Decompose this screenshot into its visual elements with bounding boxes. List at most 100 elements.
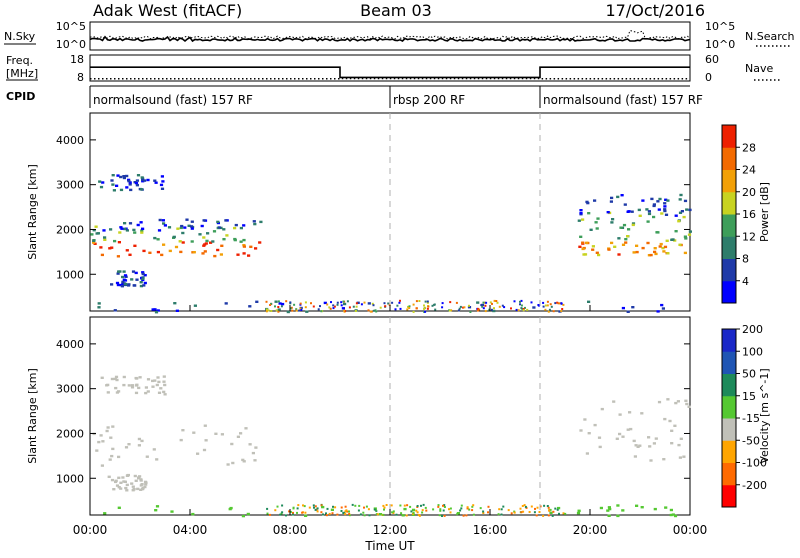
heatmap-cell xyxy=(156,376,159,378)
heatmap-cell xyxy=(341,507,343,509)
heatmap-cell xyxy=(117,270,120,272)
heatmap-cell xyxy=(553,310,555,312)
heatmap-cell xyxy=(465,514,467,516)
heatmap-cell xyxy=(252,452,255,454)
heatmap-cell xyxy=(121,285,124,287)
heatmap-cell xyxy=(157,251,160,253)
heatmap-cell xyxy=(623,224,626,226)
heatmap-cell xyxy=(628,411,631,413)
heatmap-cell xyxy=(220,253,223,255)
heatmap-cell xyxy=(168,226,171,228)
heatmap-cell xyxy=(384,507,386,509)
heatmap-cell xyxy=(543,306,545,308)
heatmap-cell xyxy=(647,436,650,438)
heatmap-cell xyxy=(355,310,357,312)
heatmap-cell xyxy=(153,237,156,239)
heatmap-cell xyxy=(216,249,219,251)
heatmap-cell xyxy=(616,196,619,198)
heatmap-cell xyxy=(115,379,118,381)
heatmap-cell xyxy=(485,310,487,312)
heatmap-cell xyxy=(142,273,145,275)
heatmap-cell xyxy=(476,301,479,303)
heatmap-cell xyxy=(422,509,424,511)
heatmap-cell xyxy=(640,412,643,414)
heatmap-cell xyxy=(386,504,388,506)
heatmap-cell xyxy=(439,508,441,510)
x-tick-label: 08:00 xyxy=(273,523,308,537)
colorbar-swatch xyxy=(722,147,736,170)
heatmap-cell xyxy=(480,507,482,509)
colorbar-swatch xyxy=(722,440,736,463)
heatmap-cell xyxy=(413,311,415,313)
heatmap-cell xyxy=(663,205,666,207)
colorbar-tick-label: 100 xyxy=(742,345,763,358)
heatmap-cell xyxy=(325,512,327,514)
heatmap-cell xyxy=(298,310,300,312)
heatmap-cell xyxy=(488,506,490,508)
heatmap-cell xyxy=(213,255,216,257)
heatmap-cell xyxy=(130,482,133,484)
heatmap-cell xyxy=(153,448,156,450)
heatmap-cell xyxy=(341,510,343,512)
heatmap-cell xyxy=(114,387,117,389)
y-tick-label: 2000 xyxy=(56,427,84,440)
heatmap-cell xyxy=(612,400,615,402)
heatmap-cell xyxy=(579,209,582,211)
colorbar-swatch xyxy=(722,485,736,508)
heatmap-cell xyxy=(313,504,315,506)
heatmap-cell xyxy=(204,425,207,427)
heatmap-cell xyxy=(270,310,272,312)
heatmap-cell xyxy=(341,304,343,306)
heatmap-cell xyxy=(610,197,613,199)
heatmap-cell xyxy=(123,376,126,378)
heatmap-cell xyxy=(112,488,115,490)
heatmap-cell xyxy=(639,215,642,217)
heatmap-cell xyxy=(95,449,98,451)
heatmap-cell xyxy=(225,302,228,304)
heatmap-cell xyxy=(317,507,319,509)
heatmap-cell xyxy=(684,200,687,202)
heatmap-cell xyxy=(621,509,624,511)
heatmap-cell xyxy=(97,441,100,443)
heatmap-cell xyxy=(646,242,649,244)
heatmap-cell xyxy=(277,506,279,508)
heatmap-cell xyxy=(531,301,533,303)
heatmap-cell xyxy=(415,510,417,512)
heatmap-cell xyxy=(100,186,103,188)
heatmap-cell xyxy=(117,456,120,458)
heatmap-cell xyxy=(364,514,366,516)
heatmap-cell xyxy=(222,228,225,230)
heatmap-cell xyxy=(458,309,460,311)
heatmap-cell xyxy=(113,240,116,242)
heatmap-cell xyxy=(680,438,683,440)
heatmap-cell xyxy=(650,198,653,200)
heatmap-cell xyxy=(508,509,510,511)
heatmap-cell xyxy=(196,453,199,455)
heatmap-cell xyxy=(180,225,183,227)
heatmap-cell xyxy=(332,304,334,306)
heatmap-cell xyxy=(577,512,580,514)
heatmap-cell xyxy=(116,484,119,486)
heatmap-cell xyxy=(162,391,165,393)
heatmap-cell xyxy=(622,244,625,246)
heatmap-cell xyxy=(384,305,386,307)
heatmap-cell xyxy=(531,506,533,508)
heatmap-cell xyxy=(688,234,691,236)
heatmap-cell xyxy=(225,234,228,236)
heatmap-cell xyxy=(300,309,302,311)
heatmap-cell xyxy=(647,220,650,222)
heatmap-cell xyxy=(173,302,176,304)
heatmap-cell xyxy=(161,188,164,190)
heatmap-cell xyxy=(214,433,217,435)
heatmap-cell xyxy=(136,488,139,490)
heatmap-cell xyxy=(185,219,188,221)
heatmap-cell xyxy=(134,475,137,477)
heatmap-cell xyxy=(90,233,93,235)
heatmap-cell xyxy=(480,304,482,306)
heatmap-cell xyxy=(552,511,554,513)
colorbar-tick-label: 12 xyxy=(742,230,756,243)
colorbar-swatch xyxy=(722,418,736,441)
heatmap-cell xyxy=(503,306,505,308)
heatmap-cell xyxy=(616,504,619,506)
